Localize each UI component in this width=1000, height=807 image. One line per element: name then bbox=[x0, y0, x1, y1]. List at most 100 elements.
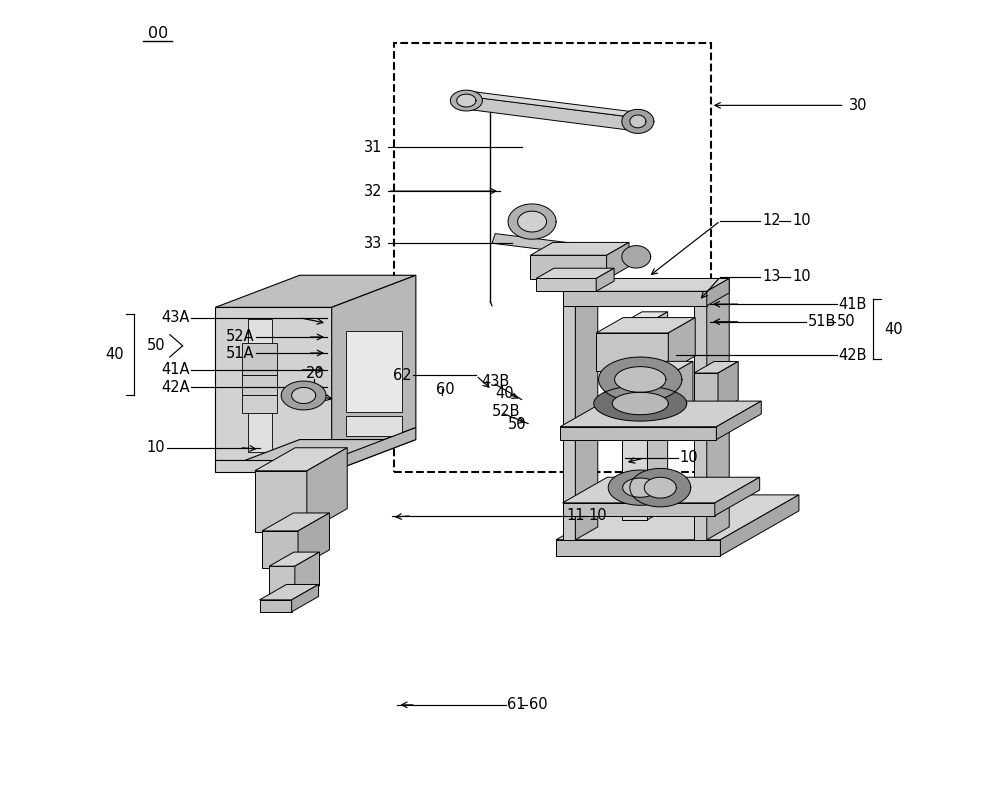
Polygon shape bbox=[563, 503, 715, 516]
Polygon shape bbox=[608, 470, 672, 505]
Polygon shape bbox=[563, 477, 760, 503]
Text: 33: 33 bbox=[364, 236, 382, 251]
Polygon shape bbox=[596, 318, 695, 333]
Polygon shape bbox=[668, 362, 693, 420]
Polygon shape bbox=[260, 600, 292, 612]
Polygon shape bbox=[462, 91, 646, 118]
Polygon shape bbox=[215, 440, 416, 471]
Text: 50: 50 bbox=[508, 417, 527, 432]
Polygon shape bbox=[623, 478, 658, 497]
Polygon shape bbox=[332, 428, 416, 471]
Polygon shape bbox=[607, 242, 629, 279]
Text: 12: 12 bbox=[763, 213, 781, 228]
Text: 20: 20 bbox=[306, 366, 325, 381]
Text: 41B: 41B bbox=[838, 297, 867, 312]
Text: 42B: 42B bbox=[838, 348, 867, 363]
Text: 40: 40 bbox=[885, 322, 903, 337]
Polygon shape bbox=[596, 333, 668, 371]
Polygon shape bbox=[647, 312, 668, 520]
Polygon shape bbox=[255, 448, 347, 470]
Polygon shape bbox=[644, 477, 676, 498]
Polygon shape bbox=[462, 96, 640, 131]
Polygon shape bbox=[215, 460, 332, 471]
Polygon shape bbox=[242, 375, 277, 395]
Polygon shape bbox=[556, 495, 799, 540]
Text: 13: 13 bbox=[763, 270, 781, 284]
Polygon shape bbox=[262, 531, 298, 568]
Text: 60: 60 bbox=[529, 697, 547, 713]
Polygon shape bbox=[242, 344, 277, 375]
Bar bbox=[346, 416, 402, 436]
Text: 61: 61 bbox=[507, 697, 526, 713]
Bar bbox=[346, 332, 402, 412]
Polygon shape bbox=[622, 110, 654, 133]
Polygon shape bbox=[599, 357, 682, 402]
Text: 60: 60 bbox=[436, 382, 455, 396]
Text: 40: 40 bbox=[495, 387, 514, 401]
Polygon shape bbox=[668, 318, 695, 371]
Polygon shape bbox=[630, 468, 691, 507]
Polygon shape bbox=[508, 204, 556, 239]
Polygon shape bbox=[630, 115, 646, 128]
Text: 10: 10 bbox=[680, 450, 698, 466]
Polygon shape bbox=[694, 291, 707, 540]
Text: 52B: 52B bbox=[492, 404, 520, 419]
Text: 10: 10 bbox=[588, 508, 607, 523]
Polygon shape bbox=[707, 278, 729, 306]
Text: 41A: 41A bbox=[161, 362, 190, 378]
Polygon shape bbox=[575, 278, 598, 540]
Polygon shape bbox=[269, 552, 320, 567]
Polygon shape bbox=[281, 381, 326, 410]
Polygon shape bbox=[563, 291, 707, 306]
Polygon shape bbox=[563, 291, 575, 540]
Polygon shape bbox=[594, 386, 687, 421]
Bar bbox=[394, 43, 711, 471]
Polygon shape bbox=[612, 392, 668, 415]
Text: 32: 32 bbox=[364, 184, 382, 199]
Polygon shape bbox=[215, 307, 332, 460]
Text: 50: 50 bbox=[837, 314, 855, 329]
Polygon shape bbox=[563, 278, 598, 291]
Polygon shape bbox=[536, 268, 614, 278]
Polygon shape bbox=[530, 242, 629, 255]
Text: 50: 50 bbox=[146, 338, 165, 353]
Polygon shape bbox=[292, 584, 319, 612]
Text: 30: 30 bbox=[849, 98, 867, 113]
Polygon shape bbox=[260, 584, 319, 600]
Polygon shape bbox=[298, 513, 329, 568]
Polygon shape bbox=[560, 427, 716, 440]
Polygon shape bbox=[596, 268, 614, 291]
Polygon shape bbox=[622, 324, 647, 520]
Text: 00: 00 bbox=[148, 26, 168, 40]
Polygon shape bbox=[694, 373, 718, 412]
Polygon shape bbox=[604, 362, 693, 375]
Polygon shape bbox=[560, 401, 761, 427]
Polygon shape bbox=[248, 320, 272, 452]
Polygon shape bbox=[563, 278, 729, 291]
Polygon shape bbox=[457, 94, 476, 107]
Polygon shape bbox=[269, 567, 295, 600]
Polygon shape bbox=[694, 362, 738, 373]
Polygon shape bbox=[536, 278, 596, 291]
Text: 31: 31 bbox=[364, 140, 382, 154]
Polygon shape bbox=[295, 552, 320, 600]
Polygon shape bbox=[262, 513, 329, 531]
Text: 10: 10 bbox=[146, 440, 165, 455]
Text: 40: 40 bbox=[105, 347, 124, 362]
Polygon shape bbox=[255, 470, 307, 532]
Polygon shape bbox=[707, 278, 729, 540]
Polygon shape bbox=[450, 90, 482, 111]
Polygon shape bbox=[332, 275, 416, 460]
Polygon shape bbox=[215, 275, 416, 307]
Text: 42A: 42A bbox=[161, 380, 190, 395]
Polygon shape bbox=[715, 477, 760, 516]
Polygon shape bbox=[556, 540, 720, 556]
Text: 62: 62 bbox=[393, 368, 412, 383]
Polygon shape bbox=[622, 245, 651, 268]
Polygon shape bbox=[604, 375, 668, 420]
Polygon shape bbox=[242, 395, 277, 413]
Polygon shape bbox=[622, 312, 668, 324]
Polygon shape bbox=[716, 401, 761, 440]
Polygon shape bbox=[307, 448, 347, 532]
Polygon shape bbox=[492, 233, 638, 261]
